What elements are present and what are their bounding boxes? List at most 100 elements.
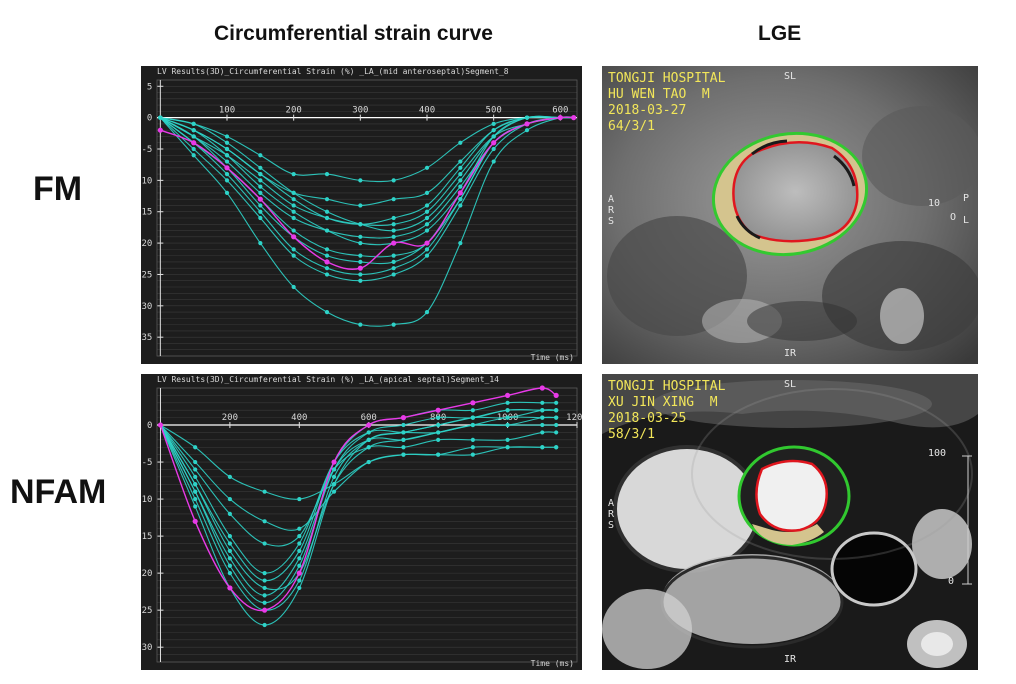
chart-nfam-highlight-point [435,407,441,413]
chart-nfam-series-point [401,430,406,435]
chart-nfam-series-point [297,585,302,591]
chart-fm-series-point [458,197,463,202]
chart-fm-x-tick-label: 400 [419,106,435,116]
chart-nfam-y-tick-label: -25 [141,606,152,616]
chart-nfam-y-tick-label: -30 [141,643,152,653]
chart-fm-series-point [358,259,363,265]
lge-image-fm-drawing [602,66,978,364]
chart-nfam-series-point [193,474,198,479]
chart-nfam-series-point [297,526,302,531]
chart-nfam-series-point [193,496,198,502]
chart-nfam-series-point [193,489,198,494]
chart-nfam-series-point [331,467,337,472]
chart-nfam-series-point [262,593,267,598]
chart-nfam-series-point [366,445,371,450]
chart-nfam-series-point [554,430,559,435]
chart-fm-series-point [324,266,330,271]
chart-fm-series-point [291,228,296,233]
chart-fm-y-tick-label: -10 [141,176,152,186]
chart-nfam-series-point [505,408,510,413]
chart-fm-series-point [391,272,396,277]
chart-fm-series-point [424,209,430,214]
lge-fm-right-letter-l: L [963,215,970,226]
chart-fm-series-line [160,116,574,225]
lge-nfam-scale-bottom: 0 [948,576,955,587]
chart-fm-series-point [224,140,230,145]
chart-fm-series-point [291,209,296,214]
chart-nfam-x-tick-label: 600 [361,413,377,423]
chart-fm-series-point [224,134,230,139]
chart-fm-series-point [324,171,330,177]
chart-nfam-series-point [470,445,475,450]
chart-fm-highlight-point [224,165,230,171]
chart-fm-series-point [458,159,463,164]
chart-nfam-series-point [436,437,441,442]
chart-nfam-series-point [470,422,475,428]
chart-fm-series-point [291,253,296,258]
chart-fm-series-point [391,234,396,239]
chart-fm-series-point [291,197,296,202]
strain-chart-fm-svg: 5 0 -5 -10 -15 -20 -25 -30 -35 100 200 300 400 500 600 [141,79,578,357]
chart-fm-series-point [424,190,430,196]
chart-fm-series-point [424,215,430,221]
chart-fm-series-point [458,203,463,208]
chart-nfam-series-point [262,571,267,576]
chart-fm-x-tick-label: 100 [219,106,235,116]
chart-nfam-series-point [227,563,232,568]
chart-nfam-series-point [554,415,559,420]
chart-fm-series-point [324,272,330,277]
row-label-fm: FM [33,170,83,208]
chart-nfam-series-point [227,541,232,546]
chart-fm-series-point [458,140,463,145]
chart-nfam-y-tick-label: 0 [147,421,152,431]
chart-fm-series-point [424,165,430,170]
chart-nfam-y-tick-label: -10 [141,495,152,505]
chart-nfam-highlight-point [192,518,198,524]
chart-nfam-series-point [540,422,545,428]
chart-nfam-series-point [331,482,337,487]
lge-fm-left-letter-r: R [608,205,615,216]
chart-fm-plot-border [156,79,578,357]
chart-fm-series-point [324,209,330,214]
chart-nfam-series-point [470,415,475,420]
chart-fm-series-point [491,128,496,133]
chart-fm-y-tick-label: -25 [141,270,152,280]
chart-nfam-series-point [227,556,232,561]
chart-nfam-series-point [331,474,337,479]
chart-fm-series-point [191,121,196,127]
chart-nfam-series-point [227,511,232,516]
lge-nfam-left-letter-s: S [608,520,615,531]
chart-fm-series-point [391,215,396,221]
chart-fm-series-point [324,247,330,252]
chart-nfam-series-point [193,459,198,465]
chart-fm-series-point [358,178,363,183]
chart-nfam-series-point [366,430,371,435]
chart-fm-series-point [391,228,396,233]
chart-fm-series-point [191,153,196,158]
lge-nfam-left-letter-r: R [608,509,615,520]
chart-fm-series-point [358,278,363,283]
chart-fm-y-tick-label: -5 [141,145,152,155]
chart-nfam-series-point [262,600,267,605]
chart-fm-highlight-point [357,265,363,271]
chart-nfam-series-point [540,400,545,405]
chart-fm-y-tick-label: -35 [141,333,152,343]
scale-bar-nfam [962,455,972,585]
chart-nfam-series-point [554,445,559,450]
chart-nfam-y-tick-label: -15 [141,532,152,542]
lge-nfam-overlay-patient: XU JIN XING M [608,395,718,410]
chart-nfam-series-point [297,534,302,539]
chart-fm-series-point [291,171,296,177]
strain-chart-fm: 5 0 -5 -10 -15 -20 -25 -30 -35 100 200 300 400 500 600… [141,66,582,364]
chart-fm-highlight-point [524,121,530,127]
chart-fm-series-point [391,178,396,183]
chart-nfam-series-point [297,556,302,561]
lge-nfam-orientation-top: SL [784,379,797,390]
chart-fm-series-point [324,228,330,233]
chart-nfam-series-line [159,409,557,626]
chart-fm-series-point [158,115,163,120]
chart-nfam-series-point [297,541,302,546]
strain-column-title: Circumferential strain curve [214,22,493,45]
lge-nfam-orientation-bottom: IR [784,654,797,665]
chart-fm-x-tick-label: 200 [286,106,302,116]
